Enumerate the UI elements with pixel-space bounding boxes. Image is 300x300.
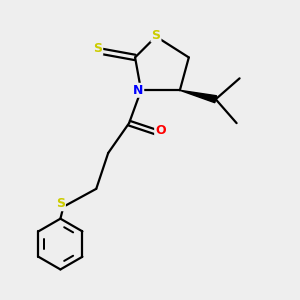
Text: S: S	[56, 197, 65, 210]
Text: S: S	[93, 42, 102, 55]
Text: N: N	[133, 84, 143, 97]
Polygon shape	[180, 90, 217, 103]
Text: S: S	[152, 28, 160, 41]
Text: O: O	[155, 124, 166, 137]
